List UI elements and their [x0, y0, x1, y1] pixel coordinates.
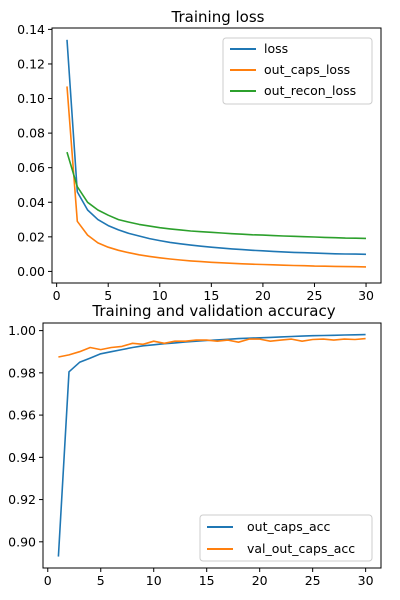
x-tick-label: 10 — [146, 573, 162, 588]
series-lines — [66, 39, 367, 268]
y-tick-label: 0.00 — [17, 264, 45, 279]
x-tick-label: 20 — [252, 573, 268, 588]
x-tick-label: 0 — [53, 288, 61, 303]
x-tick-label: 15 — [203, 288, 219, 303]
y-tick-label: 0.96 — [8, 408, 36, 423]
axis-ticks: 0 5 10 15 20 25 30 0.00 0.02 0.04 0.06 0.08 0.10 0.12… — [17, 22, 374, 303]
chart-title: Training loss — [171, 8, 265, 26]
series-line-loss — [66, 39, 367, 256]
plot-frame — [51, 27, 382, 284]
x-tick-label: 25 — [307, 288, 323, 303]
y-tick-label: 0.94 — [8, 450, 36, 465]
legend-label-out-caps-acc: out_caps_acc — [247, 519, 330, 534]
series-lines — [57, 333, 366, 557]
y-tick-label: 1.00 — [8, 323, 36, 338]
y-tick-label: 0.04 — [17, 195, 45, 210]
legend-box — [222, 37, 373, 105]
x-tick-label: 15 — [199, 573, 215, 588]
x-tick-label: 25 — [305, 573, 321, 588]
legend: out_caps_acc val_out_caps_acc — [199, 514, 373, 562]
legend: loss out_caps_loss out_recon_loss — [222, 37, 373, 105]
x-tick-label: 10 — [152, 288, 168, 303]
y-tick-label: 0.98 — [8, 365, 36, 380]
axis-ticks: 0 5 10 15 20 25 30 0.90 0.92 0.94 0.96 0.98 1.00 — [8, 323, 373, 588]
y-tick-label: 0.06 — [17, 160, 45, 175]
x-tick-label: 30 — [358, 288, 374, 303]
series-line-out-recon-loss — [66, 151, 367, 240]
legend-label-out-recon-loss: out_recon_loss — [264, 83, 356, 98]
y-tick-label: 0.14 — [17, 22, 45, 37]
legend-label-loss: loss — [264, 41, 288, 56]
x-tick-label: 5 — [97, 573, 105, 588]
series-line-val-out-caps-acc — [58, 337, 366, 358]
y-tick-label: 0.90 — [8, 534, 36, 549]
training-loss-chart: Training loss 0 5 10 15 20 25 30 0.00 0.02 0.04 0.… — [17, 8, 382, 303]
legend-label-out-caps-loss: out_caps_loss — [264, 62, 350, 77]
chart-title: Training and validation accuracy — [91, 302, 335, 320]
series-line-out-caps-loss — [66, 86, 367, 268]
y-tick-label: 0.02 — [17, 229, 45, 244]
y-tick-label: 0.92 — [8, 492, 36, 507]
legend-label-val-out-caps-acc: val_out_caps_acc — [247, 541, 355, 556]
x-tick-label: 5 — [104, 288, 112, 303]
y-tick-label: 0.12 — [17, 56, 45, 71]
y-tick-label: 0.10 — [17, 91, 45, 106]
x-tick-label: 20 — [255, 288, 271, 303]
accuracy-chart: Training and validation accuracy 0 5 10 15 2… — [8, 302, 382, 588]
y-tick-label: 0.08 — [17, 126, 45, 141]
legend-box — [199, 514, 373, 562]
x-tick-label: 30 — [358, 573, 374, 588]
x-tick-label: 0 — [44, 573, 52, 588]
plot-frame — [42, 322, 382, 569]
